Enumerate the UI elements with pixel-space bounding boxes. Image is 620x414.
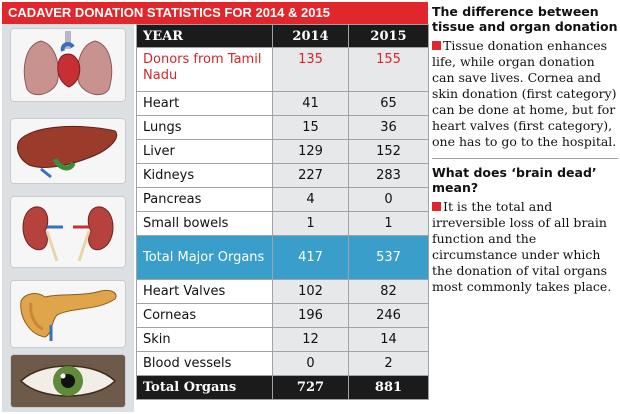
sidebar-heading-difference: The difference between tissue and organ … bbox=[432, 4, 618, 34]
table-row-total-organs: Total Organs 727 881 bbox=[136, 375, 429, 400]
table-row: Lungs 15 36 bbox=[136, 115, 429, 140]
value-2015: 2 bbox=[348, 351, 429, 376]
table-row: Pancreas 4 0 bbox=[136, 187, 429, 212]
table-row: Heart 41 65 bbox=[136, 91, 429, 116]
row-label: Pancreas bbox=[136, 187, 273, 212]
value-2014: 196 bbox=[272, 303, 349, 328]
row-label: Blood vessels bbox=[136, 351, 273, 376]
bullet-square-icon bbox=[432, 41, 441, 50]
header-year: YEAR bbox=[136, 24, 273, 48]
row-label: Skin bbox=[136, 327, 273, 352]
value-2014: 4 bbox=[272, 187, 349, 212]
value-2015: 152 bbox=[348, 139, 429, 164]
table-row: Corneas 196 246 bbox=[136, 303, 429, 328]
sidebar: The difference between tissue and organ … bbox=[432, 4, 618, 295]
value-2015: 65 bbox=[348, 91, 429, 116]
bullet-square-icon bbox=[432, 202, 441, 211]
sidebar-text-difference: Tissue donation enhances life, while org… bbox=[432, 38, 617, 149]
sidebar-paragraph-difference: Tissue donation enhances life, while org… bbox=[432, 38, 618, 150]
sidebar-paragraph-brain-dead: It is the total and irreversible loss of… bbox=[432, 199, 618, 295]
table-row: Small bowels 1 1 bbox=[136, 211, 429, 236]
value-2015: 14 bbox=[348, 327, 429, 352]
value-2014: 135 bbox=[272, 47, 349, 92]
row-label: Donors from Tamil Nadu bbox=[136, 47, 273, 92]
value-2015: 82 bbox=[348, 279, 429, 304]
kidneys-image bbox=[10, 196, 126, 268]
table-row-donors: Donors from Tamil Nadu 135 155 bbox=[136, 47, 429, 92]
value-2014: 15 bbox=[272, 115, 349, 140]
eye-image bbox=[10, 354, 126, 408]
value-2014: 417 bbox=[272, 235, 349, 280]
table-row: Kidneys 227 283 bbox=[136, 163, 429, 188]
value-2015: 1 bbox=[348, 211, 429, 236]
header-2015: 2015 bbox=[348, 24, 429, 48]
table-row: Heart Valves 102 82 bbox=[136, 279, 429, 304]
header-2014: 2014 bbox=[272, 24, 349, 48]
row-label: Liver bbox=[136, 139, 273, 164]
value-2014: 41 bbox=[272, 91, 349, 116]
value-2014: 12 bbox=[272, 327, 349, 352]
value-2014: 129 bbox=[272, 139, 349, 164]
sidebar-text-brain-dead: It is the total and irreversible loss of… bbox=[432, 199, 612, 294]
row-label: Corneas bbox=[136, 303, 273, 328]
stats-table: YEAR 2014 2015 Donors from Tamil Nadu 13… bbox=[136, 24, 429, 400]
value-2014: 1 bbox=[272, 211, 349, 236]
table-row: Blood vessels 0 2 bbox=[136, 351, 429, 376]
table-row: Liver 129 152 bbox=[136, 139, 429, 164]
value-2015: 881 bbox=[348, 375, 429, 400]
organ-image-column bbox=[2, 24, 134, 412]
row-label: Total Organs bbox=[136, 375, 273, 400]
value-2015: 246 bbox=[348, 303, 429, 328]
value-2014: 727 bbox=[272, 375, 349, 400]
value-2014: 0 bbox=[272, 351, 349, 376]
row-label: Total Major Organs bbox=[136, 235, 273, 280]
sidebar-heading-brain-dead: What does ‘brain dead’ mean? bbox=[432, 165, 597, 195]
row-label: Kidneys bbox=[136, 163, 273, 188]
row-label: Lungs bbox=[136, 115, 273, 140]
value-2014: 227 bbox=[272, 163, 349, 188]
banner-title: CADAVER DONATION STATISTICS FOR 2014 & 2… bbox=[2, 2, 428, 24]
value-2015: 537 bbox=[348, 235, 429, 280]
liver-image bbox=[10, 118, 126, 184]
heart-lungs-image bbox=[10, 28, 126, 102]
row-label: Small bowels bbox=[136, 211, 273, 236]
row-label: Heart Valves bbox=[136, 279, 273, 304]
value-2015: 283 bbox=[348, 163, 429, 188]
table-row: Skin 12 14 bbox=[136, 327, 429, 352]
value-2014: 102 bbox=[272, 279, 349, 304]
table-row-total-major-organs: Total Major Organs 417 537 bbox=[136, 235, 429, 280]
pancreas-image bbox=[10, 280, 126, 348]
value-2015: 36 bbox=[348, 115, 429, 140]
value-2015: 155 bbox=[348, 47, 429, 92]
value-2015: 0 bbox=[348, 187, 429, 212]
divider bbox=[432, 158, 618, 159]
row-label: Heart bbox=[136, 91, 273, 116]
